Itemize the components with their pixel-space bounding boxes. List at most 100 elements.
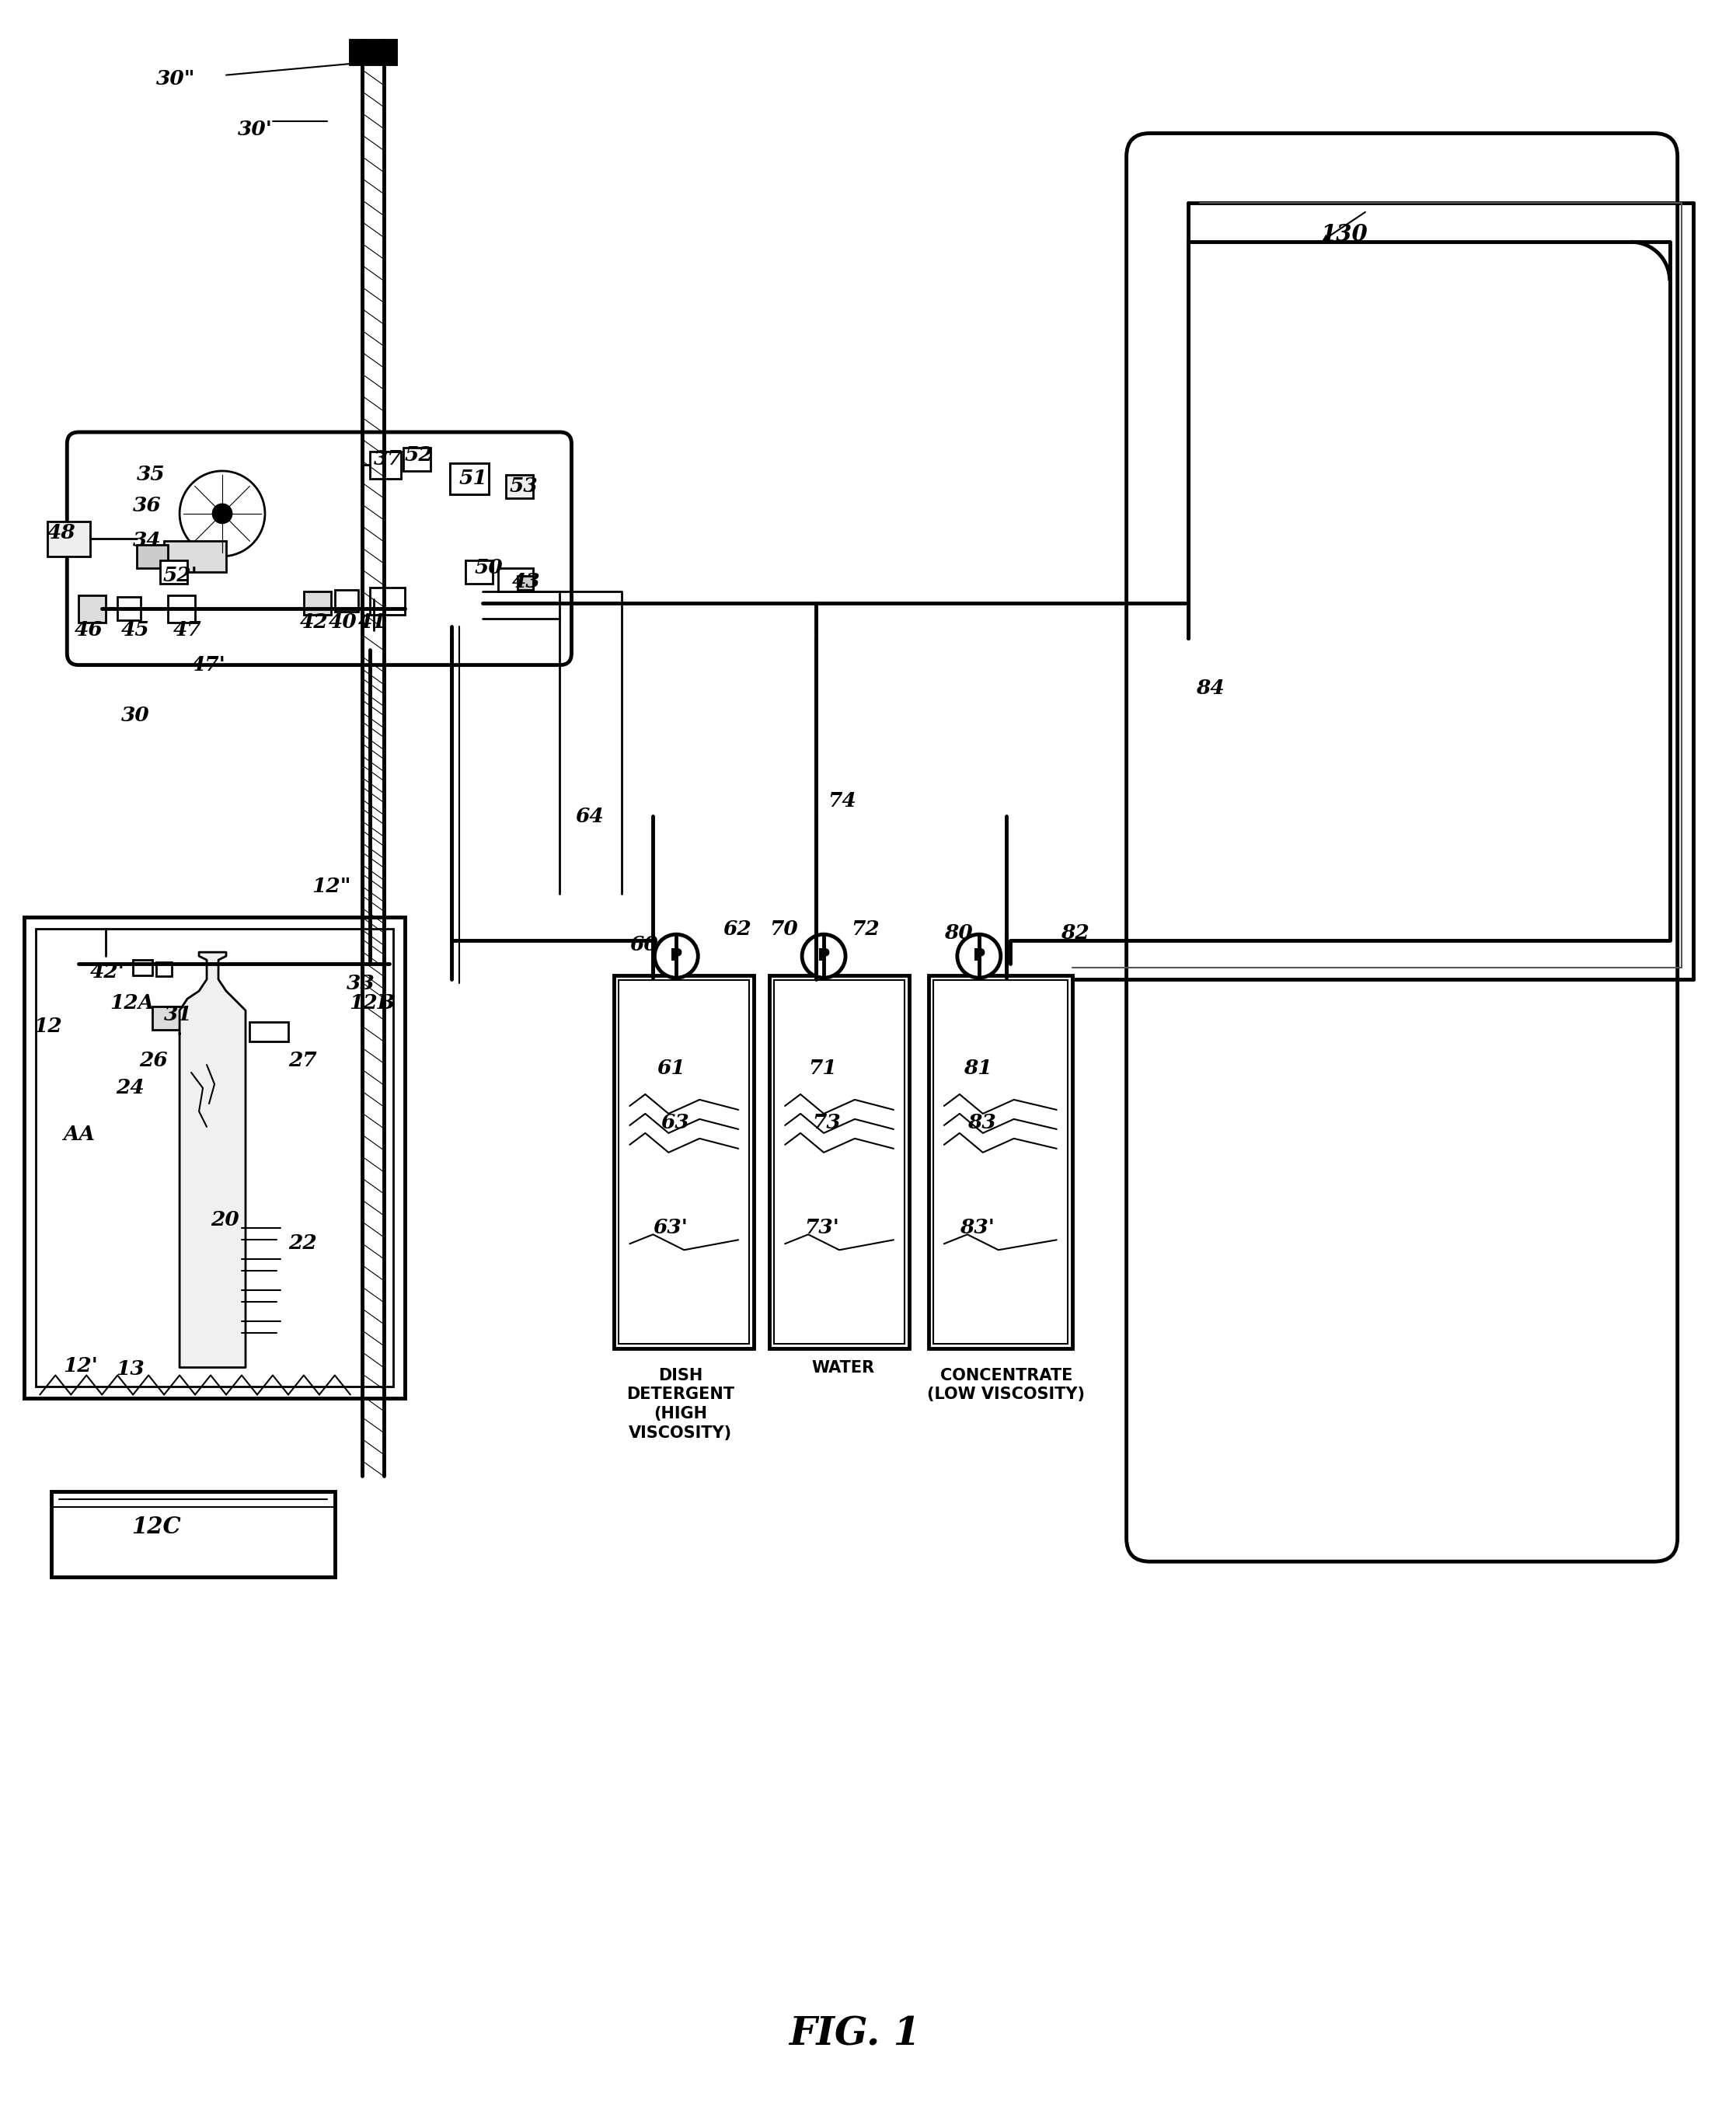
Text: 63: 63 bbox=[661, 1114, 689, 1133]
Text: 12A: 12A bbox=[109, 994, 155, 1013]
Text: 40: 40 bbox=[328, 613, 358, 632]
Circle shape bbox=[802, 934, 845, 979]
Text: 47': 47' bbox=[191, 655, 226, 674]
Text: WATER: WATER bbox=[812, 1359, 875, 1376]
Text: 60: 60 bbox=[630, 934, 658, 953]
Text: P: P bbox=[818, 949, 830, 964]
Text: 35: 35 bbox=[137, 465, 165, 484]
Bar bbox=[250, 1021, 288, 1042]
Text: DISH
DETERGENT
(HIGH
VISCOSITY): DISH DETERGENT (HIGH VISCOSITY) bbox=[627, 1368, 734, 1442]
Text: 30": 30" bbox=[156, 70, 194, 89]
Bar bbox=[137, 545, 168, 569]
Text: 37: 37 bbox=[373, 450, 403, 469]
Text: 31: 31 bbox=[165, 1004, 193, 1023]
Bar bbox=[450, 463, 488, 495]
Bar bbox=[335, 590, 358, 611]
Text: 61: 61 bbox=[656, 1059, 686, 1078]
Text: 42: 42 bbox=[300, 613, 328, 632]
Text: 12": 12" bbox=[311, 877, 351, 896]
Bar bbox=[118, 596, 141, 619]
Bar bbox=[134, 960, 153, 975]
Text: 83: 83 bbox=[967, 1114, 996, 1133]
Circle shape bbox=[214, 505, 231, 522]
Text: 64: 64 bbox=[575, 808, 604, 827]
Text: 36: 36 bbox=[134, 497, 161, 516]
Bar bbox=[517, 575, 533, 590]
Bar bbox=[498, 569, 533, 592]
Bar bbox=[351, 40, 396, 63]
Text: CONCENTRATE
(LOW VISCOSITY): CONCENTRATE (LOW VISCOSITY) bbox=[927, 1368, 1085, 1402]
Text: 72: 72 bbox=[851, 920, 880, 939]
Text: 70: 70 bbox=[769, 920, 799, 939]
Text: 74: 74 bbox=[828, 791, 856, 810]
Text: 50: 50 bbox=[474, 558, 503, 577]
Text: 43: 43 bbox=[512, 573, 540, 592]
Bar bbox=[769, 975, 910, 1349]
Text: 22: 22 bbox=[288, 1235, 316, 1254]
Bar bbox=[618, 981, 750, 1342]
Text: 63': 63' bbox=[653, 1218, 687, 1237]
Text: 27: 27 bbox=[288, 1051, 316, 1070]
Bar bbox=[615, 975, 753, 1349]
Text: 83': 83' bbox=[960, 1218, 995, 1237]
Text: 24: 24 bbox=[116, 1078, 144, 1097]
Text: 42': 42' bbox=[90, 962, 125, 981]
Text: 12C: 12C bbox=[132, 1516, 181, 1537]
Bar bbox=[774, 981, 904, 1342]
Bar bbox=[929, 975, 1073, 1349]
Bar bbox=[153, 1006, 215, 1030]
Bar bbox=[24, 917, 404, 1399]
Bar bbox=[52, 1492, 335, 1577]
Text: 26: 26 bbox=[139, 1051, 168, 1070]
Text: 13: 13 bbox=[116, 1359, 144, 1378]
Text: 82: 82 bbox=[1061, 924, 1088, 943]
Text: 48: 48 bbox=[47, 524, 76, 543]
Text: 73: 73 bbox=[812, 1114, 840, 1133]
Bar bbox=[47, 522, 90, 556]
Bar bbox=[78, 596, 106, 622]
Circle shape bbox=[654, 934, 698, 979]
Circle shape bbox=[957, 934, 1000, 979]
Text: 62: 62 bbox=[722, 920, 752, 939]
Text: 12: 12 bbox=[33, 1017, 62, 1036]
Text: 46: 46 bbox=[75, 619, 104, 641]
Bar bbox=[450, 463, 488, 495]
Bar bbox=[370, 588, 404, 615]
Bar bbox=[370, 452, 401, 478]
Bar bbox=[403, 448, 431, 471]
Bar bbox=[934, 981, 1068, 1342]
Bar bbox=[36, 928, 392, 1387]
Text: 12': 12' bbox=[62, 1357, 97, 1376]
Text: 33: 33 bbox=[347, 975, 375, 994]
Text: P: P bbox=[670, 949, 682, 964]
Text: 30': 30' bbox=[238, 120, 273, 140]
Text: 51: 51 bbox=[458, 469, 488, 488]
Text: 12B: 12B bbox=[349, 994, 394, 1013]
Text: 34: 34 bbox=[134, 531, 161, 550]
Text: 80: 80 bbox=[944, 924, 972, 943]
Bar bbox=[156, 962, 172, 977]
FancyBboxPatch shape bbox=[68, 431, 571, 666]
Text: 71: 71 bbox=[809, 1059, 837, 1078]
Text: P: P bbox=[972, 949, 986, 964]
Text: 84: 84 bbox=[1196, 679, 1226, 698]
Text: 81: 81 bbox=[963, 1059, 991, 1078]
Bar bbox=[160, 560, 187, 583]
Bar bbox=[168, 596, 194, 622]
Text: 30: 30 bbox=[122, 706, 149, 725]
Text: 41: 41 bbox=[358, 613, 387, 632]
Bar bbox=[165, 541, 226, 573]
Text: 73': 73' bbox=[804, 1218, 838, 1237]
Text: 130: 130 bbox=[1321, 222, 1368, 245]
Polygon shape bbox=[179, 951, 245, 1368]
Bar bbox=[505, 476, 533, 499]
Text: 20: 20 bbox=[210, 1211, 240, 1230]
Text: 52': 52' bbox=[163, 567, 198, 586]
Circle shape bbox=[179, 471, 266, 556]
Text: 45: 45 bbox=[122, 619, 149, 641]
Text: 53: 53 bbox=[509, 478, 538, 497]
Text: 52: 52 bbox=[404, 446, 434, 465]
Bar bbox=[304, 592, 332, 615]
Text: AA: AA bbox=[62, 1125, 95, 1144]
Text: FIG. 1: FIG. 1 bbox=[788, 2017, 920, 2055]
